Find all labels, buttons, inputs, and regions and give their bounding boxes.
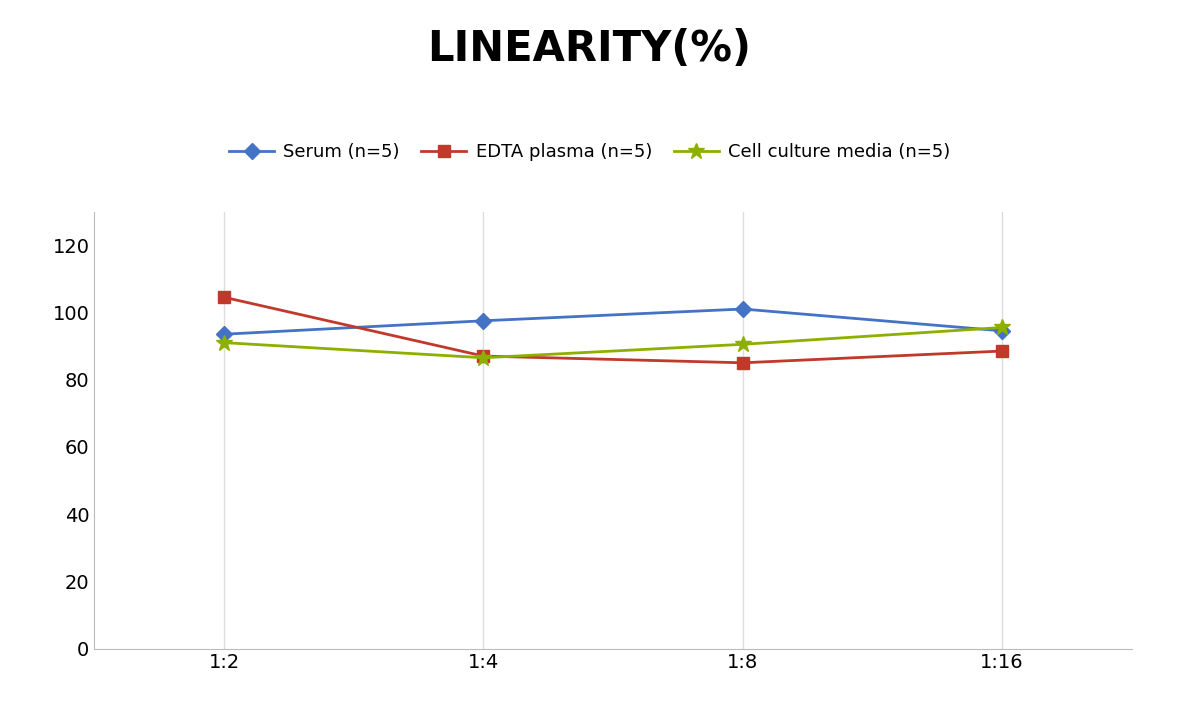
EDTA plasma (n=5) [476,352,490,360]
EDTA plasma (n=5) [217,293,231,302]
Cell culture media (n=5) [217,338,231,347]
Cell culture media (n=5) [995,324,1009,332]
Serum (n=5) [217,330,231,338]
EDTA plasma (n=5) [995,347,1009,355]
Cell culture media (n=5) [476,353,490,362]
Line: Cell culture media (n=5): Cell culture media (n=5) [216,319,1010,366]
Serum (n=5) [736,305,750,313]
Cell culture media (n=5) [736,340,750,348]
Serum (n=5) [476,317,490,325]
Line: EDTA plasma (n=5): EDTA plasma (n=5) [218,292,1008,368]
Text: LINEARITY(%): LINEARITY(%) [428,28,751,70]
EDTA plasma (n=5) [736,359,750,367]
Legend: Serum (n=5), EDTA plasma (n=5), Cell culture media (n=5): Serum (n=5), EDTA plasma (n=5), Cell cul… [222,136,957,168]
Serum (n=5) [995,326,1009,335]
Line: Serum (n=5): Serum (n=5) [218,303,1008,340]
